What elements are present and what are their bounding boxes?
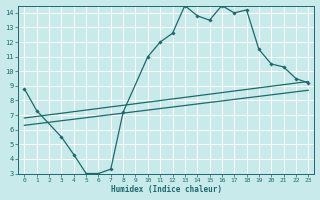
X-axis label: Humidex (Indice chaleur): Humidex (Indice chaleur) <box>111 185 222 194</box>
